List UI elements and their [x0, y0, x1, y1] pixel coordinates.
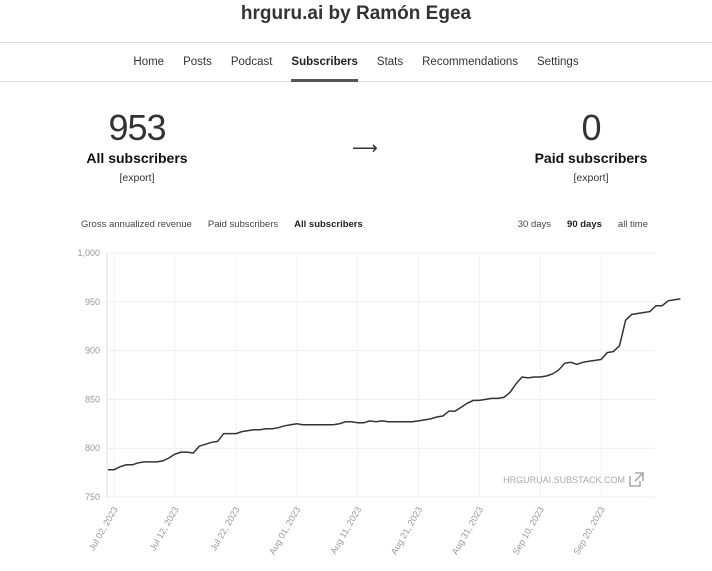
- main-nav: Home Posts Podcast Subscribers Stats Recommen…: [0, 42, 712, 82]
- nav-tab-home[interactable]: Home: [133, 56, 165, 68]
- paid-subscribers-export-link[interactable]: [export]: [573, 172, 609, 184]
- series-line: [108, 298, 681, 471]
- nav-tab-podcast[interactable]: Podcast: [230, 56, 273, 68]
- range-tabs: 30 days 90 days all time: [518, 219, 648, 230]
- all-subscribers-count: 953: [108, 107, 166, 148]
- y-tick-label: 1,000: [77, 248, 100, 258]
- y-tick-label: 850: [85, 394, 100, 404]
- paid-subscribers-count: 0: [581, 107, 601, 148]
- x-axis: Jul 02, 2023 Jul 12, 2023 Jul 22, 2023 Aug …: [87, 505, 607, 556]
- nav-tab-posts[interactable]: Posts: [183, 56, 212, 68]
- y-tick-label: 800: [85, 443, 100, 453]
- all-subscribers-export-link[interactable]: [export]: [119, 172, 155, 184]
- x-tick-label: Jul 12, 2023: [148, 505, 181, 552]
- x-tick-label: Aug 21, 2023: [389, 505, 424, 556]
- y-tick-label: 750: [85, 492, 100, 502]
- y-tick-label: 950: [85, 297, 100, 307]
- metric-tab-paid-subscribers[interactable]: Paid subscribers: [207, 219, 279, 230]
- y-tick-label: 900: [85, 346, 100, 356]
- range-tab-all-time[interactable]: all time: [617, 219, 648, 230]
- metric-tabs: Gross annualized revenue Paid subscribers…: [81, 219, 363, 230]
- arrow-right-icon: ⟶: [352, 138, 378, 158]
- nav-tab-subscribers[interactable]: Subscribers: [282, 43, 367, 82]
- all-subscribers-stat: 953 All subscribers [export]: [47, 107, 227, 185]
- nav-tab-settings[interactable]: Settings: [537, 56, 579, 68]
- metric-tab-all-subscribers[interactable]: All subscribers: [294, 219, 363, 230]
- range-tab-90-days[interactable]: 90 days: [567, 219, 602, 230]
- x-tick-label: Aug 11, 2023: [328, 505, 363, 556]
- chart-frame: [106, 253, 655, 498]
- subscribers-line-chart: 1,000 950 900 850 800 750 Jul 02, 2023 Jul 12,…: [77, 248, 681, 556]
- chart-grid: [106, 252, 655, 498]
- x-tick-label: Sep 20, 2023: [571, 505, 606, 556]
- watermark: HRGURUAI.SUBSTACK.COM: [503, 472, 644, 487]
- nav-tab-stats[interactable]: Stats: [376, 56, 404, 68]
- paid-subscribers-stat: 0 Paid subscribers [export]: [501, 107, 681, 185]
- x-tick-label: Aug 31, 2023: [450, 505, 485, 556]
- paid-subscribers-label: Paid subscribers: [534, 150, 648, 166]
- x-tick-label: Jul 22, 2023: [208, 505, 241, 552]
- all-subscribers-label: All subscribers: [86, 150, 188, 166]
- watermark-text: HRGURUAI.SUBSTACK.COM: [503, 475, 625, 485]
- y-axis: 1,000 950 900 850 800 750: [77, 248, 100, 502]
- nav-tab-recommendations[interactable]: Recommendations: [422, 56, 519, 68]
- x-tick-label: Aug 01, 2023: [267, 505, 302, 556]
- x-tick-label: Sep 10, 2023: [511, 505, 546, 556]
- external-link-icon: [629, 472, 644, 487]
- x-tick-label: Jul 02, 2023: [87, 505, 120, 552]
- range-tab-30-days[interactable]: 30 days: [517, 219, 552, 230]
- metric-tab-gross-annualized-revenue[interactable]: Gross annualized revenue: [81, 219, 192, 230]
- site-title: hrguru.ai by Ramón Egea: [240, 3, 472, 24]
